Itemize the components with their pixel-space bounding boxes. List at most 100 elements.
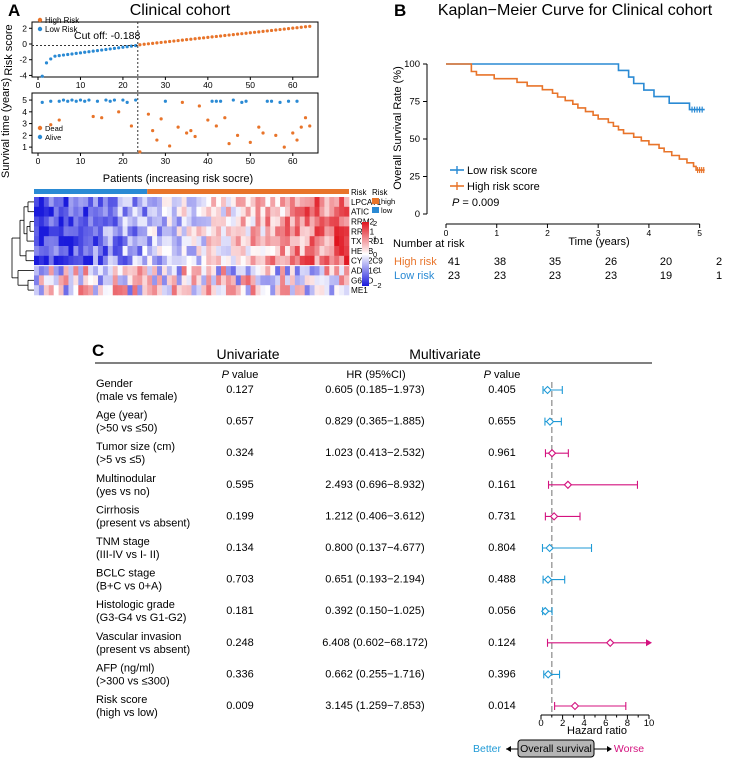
alive-point — [104, 98, 108, 102]
heatmap-cell — [334, 285, 340, 296]
heatmap-cell — [117, 236, 123, 247]
heatmap-cell — [319, 246, 325, 257]
heatmap-cell — [53, 197, 59, 208]
heatmap-cell — [157, 216, 163, 227]
risk-point — [295, 26, 299, 30]
forest-xtick-label: 10 — [644, 718, 655, 729]
dead-point — [261, 131, 265, 135]
p-multivariate: 0.804 — [488, 542, 516, 554]
variable-name: TNM stage — [96, 536, 150, 548]
heatmap-cell — [221, 265, 227, 276]
heatmap-cell — [181, 255, 187, 266]
heatmap-cell — [265, 216, 271, 227]
p-multivariate: 0.731 — [488, 510, 516, 522]
heatmap-cell — [122, 236, 128, 247]
heatmap-cell — [181, 226, 187, 237]
heatmap-cell — [53, 285, 59, 296]
heatmap-cell — [157, 246, 163, 257]
heatmap-cell — [285, 236, 291, 247]
heatmap-cell — [260, 265, 266, 276]
alive-point — [218, 99, 223, 103]
heatmap-cell — [132, 226, 138, 237]
heatmap-cell — [88, 285, 94, 296]
heatmap-cell — [83, 206, 89, 217]
gene-label: LPCAT1 — [351, 198, 382, 207]
heatmap-cell — [171, 265, 178, 276]
heatmap-cell — [216, 197, 222, 208]
heatmap-cell — [206, 265, 212, 276]
heatmap-cell — [265, 226, 271, 237]
heatmap-cell — [73, 275, 79, 286]
heatmap-cell — [34, 236, 40, 247]
heatmap-cell — [97, 265, 104, 276]
risk-point — [235, 32, 240, 36]
risk-point — [193, 37, 197, 41]
heatmap-cell — [255, 236, 261, 247]
heatmap-cell — [280, 197, 286, 208]
km-xtick-label: 1 — [494, 228, 499, 238]
heatmap-cell — [97, 226, 104, 237]
heatmap-cell — [127, 236, 133, 247]
heatmap-cell — [53, 216, 59, 227]
risk-xtick-label: 10 — [76, 80, 86, 90]
heatmap-cell — [324, 206, 330, 217]
heatmap-cell — [38, 255, 45, 266]
heatmap-cell — [48, 255, 54, 266]
scale-tick-label: 2 — [373, 219, 377, 228]
heatmap-cell — [34, 197, 40, 208]
heatmap-cell — [112, 197, 118, 208]
heatmap-cell — [161, 255, 168, 266]
heatmap-cell — [289, 255, 296, 266]
ci-arrow — [646, 639, 652, 647]
heatmap-cell — [122, 226, 128, 237]
heatmap-cell — [142, 275, 148, 286]
surv-xtick-label: 40 — [203, 156, 213, 166]
heatmap-cell — [117, 226, 123, 237]
alive-point — [83, 99, 87, 103]
risk-point — [210, 35, 214, 39]
heatmap-cell — [117, 255, 123, 266]
heatmap-cell — [53, 226, 59, 237]
heatmap-cell — [250, 255, 256, 266]
hr-point — [543, 670, 553, 679]
heatmap-cell — [270, 216, 276, 227]
risk-point — [261, 29, 265, 33]
heatmap-cell — [142, 285, 148, 296]
heatmap-cell — [68, 226, 74, 237]
alive-point — [163, 99, 167, 103]
heatmap-cell — [176, 197, 182, 208]
heatmap-cell — [186, 285, 192, 296]
heatmap-cell — [38, 226, 45, 237]
heatmap-cell — [299, 226, 306, 237]
heatmap-cell — [255, 246, 261, 257]
heatmap-cell — [43, 285, 50, 296]
heatmap-cell — [53, 265, 59, 276]
heatmap-cell — [107, 265, 114, 276]
p-header-multi-value: value — [491, 369, 520, 381]
risk-point — [248, 31, 252, 35]
heatmap-cell — [97, 216, 104, 227]
heatmap-cell — [250, 236, 256, 247]
heatmap-cell — [235, 236, 242, 247]
heatmap-cell — [304, 275, 310, 286]
heatmap-cell — [299, 255, 306, 266]
hr-ci: 0.651 (0.193−2.194) — [325, 574, 424, 586]
heatmap-cell — [78, 236, 84, 247]
risk-point — [91, 49, 95, 53]
heatmap-cell — [68, 285, 74, 296]
heatmap-cell — [230, 206, 237, 217]
heatmap-cell — [43, 206, 50, 217]
heatmap-cell — [38, 275, 45, 286]
heatmap-cell — [157, 255, 163, 266]
heatmap-cell — [280, 216, 286, 227]
heatmap-cell — [93, 206, 99, 217]
heatmap-cell — [157, 285, 163, 296]
panel-c-label: C — [92, 341, 104, 360]
heatmap-cell — [260, 275, 266, 286]
heatmap-cell — [132, 206, 138, 217]
alive-point — [214, 99, 218, 103]
heatmap-cell — [191, 206, 197, 217]
heatmap-cell — [147, 216, 153, 227]
heatmap-cell — [161, 216, 168, 227]
heatmap-cell — [58, 246, 64, 257]
